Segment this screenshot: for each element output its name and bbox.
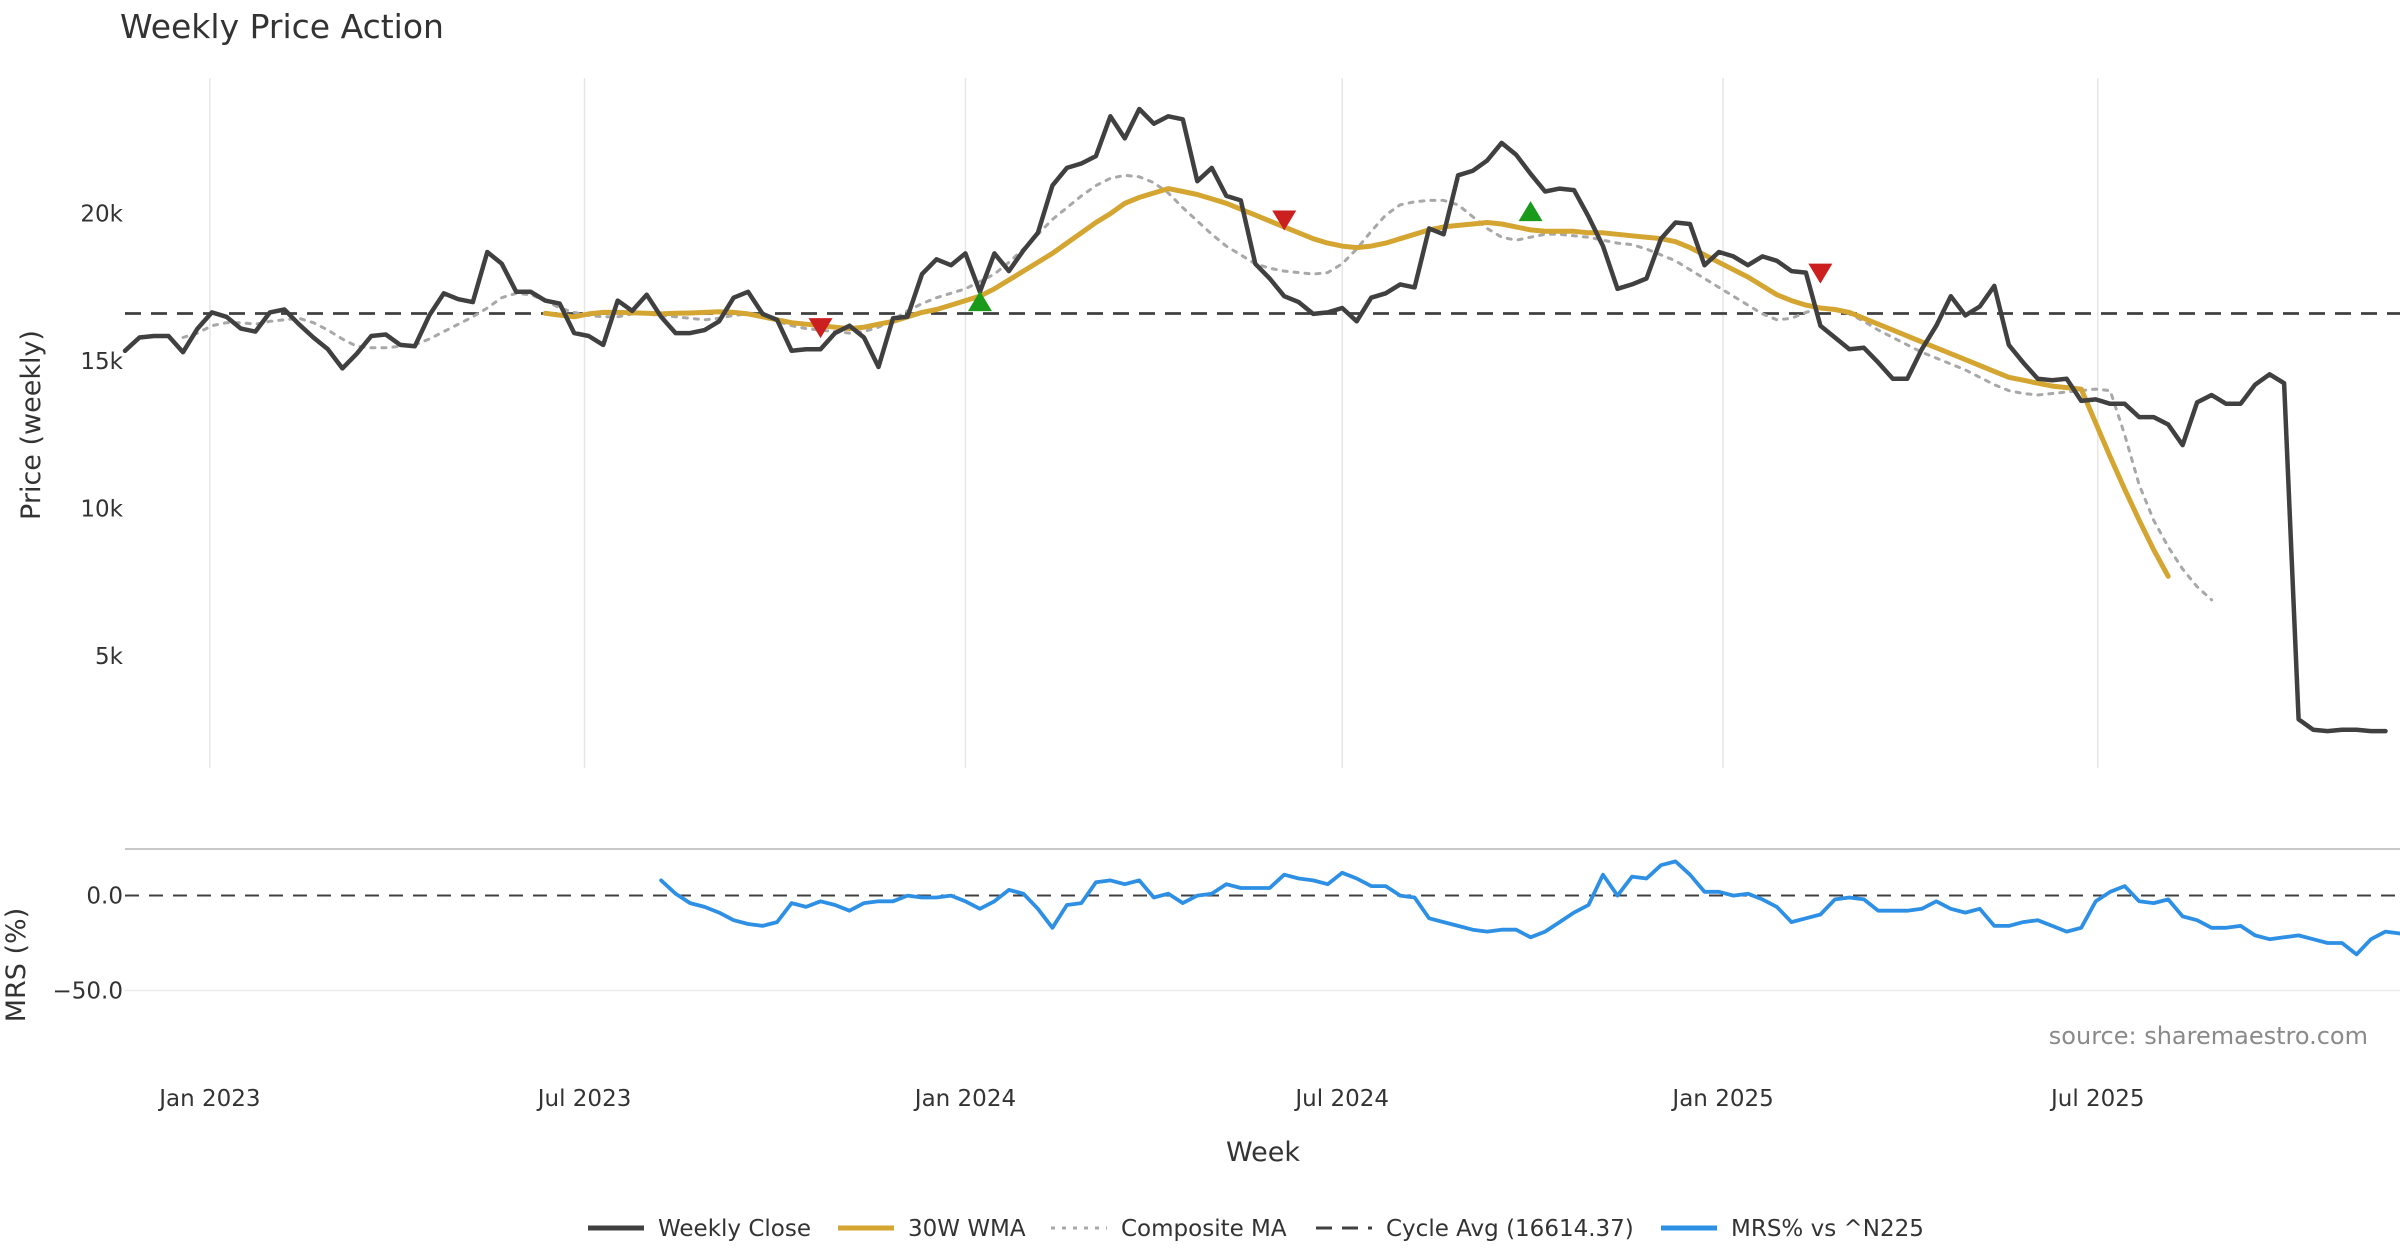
mrs-y-axis-title: MRS (%): [1, 908, 32, 1023]
source-label: source: sharemaestro.com: [2049, 1022, 2368, 1050]
legend-weekly-close-label: Weekly Close: [658, 1216, 811, 1242]
legend-mrs-label: MRS% vs ^N225: [1731, 1216, 1924, 1242]
x-tick-label: Jan 2024: [913, 1086, 1016, 1112]
mrs-y-tick-label: −50.0: [53, 978, 123, 1004]
buy-signal-marker: [967, 291, 992, 312]
wma-30w-line: [542, 186, 2171, 579]
sell-signal-marker: [1272, 210, 1297, 231]
price-grid: [209, 78, 2099, 768]
x-tick-label: Jul 2024: [1293, 1086, 1389, 1112]
mrs-y-tick-label: 0.0: [86, 884, 123, 910]
x-tick-label: Jul 2023: [536, 1086, 632, 1112]
buy-signal-marker: [1518, 201, 1543, 222]
weekly-close-line: [122, 106, 2388, 734]
series-lines: [122, 106, 2400, 957]
price-y-tick-label: 20k: [80, 202, 123, 228]
x-axis-title: Week: [1226, 1137, 1300, 1168]
mrs-y-axis: 0.0 −50.0: [53, 884, 123, 1005]
signal-markers: [808, 201, 1833, 339]
sell-signal-marker: [808, 318, 833, 339]
mrs-line: [659, 859, 2400, 957]
composite-ma-line: [181, 173, 2214, 602]
x-axis: Jan 2023 Jul 2023 Jan 2024 Jul 2024 Jan 2025…: [157, 1086, 2144, 1112]
x-tick-label: Jul 2025: [2049, 1086, 2145, 1112]
price-y-tick-label: 10k: [80, 497, 123, 523]
x-tick-label: Jan 2025: [1670, 1086, 1773, 1112]
legend: Weekly Close 30W WMA Composite MA Cycle Avg…: [588, 1216, 1924, 1242]
price-y-tick-label: 15k: [80, 349, 123, 375]
legend-cycle-avg-label: Cycle Avg (16614.37): [1386, 1216, 1634, 1242]
x-tick-label: Jan 2023: [157, 1086, 260, 1112]
legend-composite-ma-label: Composite MA: [1121, 1216, 1287, 1242]
price-y-axis: 5k 10k 15k 20k: [80, 202, 123, 670]
mrs-grid: [125, 848, 2400, 992]
legend-30w-wma-label: 30W WMA: [908, 1216, 1026, 1242]
price-y-tick-label: 5k: [95, 644, 124, 670]
chart-title: Weekly Price Action: [120, 7, 444, 46]
sell-signal-marker: [1808, 263, 1833, 284]
price-y-axis-title: Price (weekly): [16, 330, 47, 520]
